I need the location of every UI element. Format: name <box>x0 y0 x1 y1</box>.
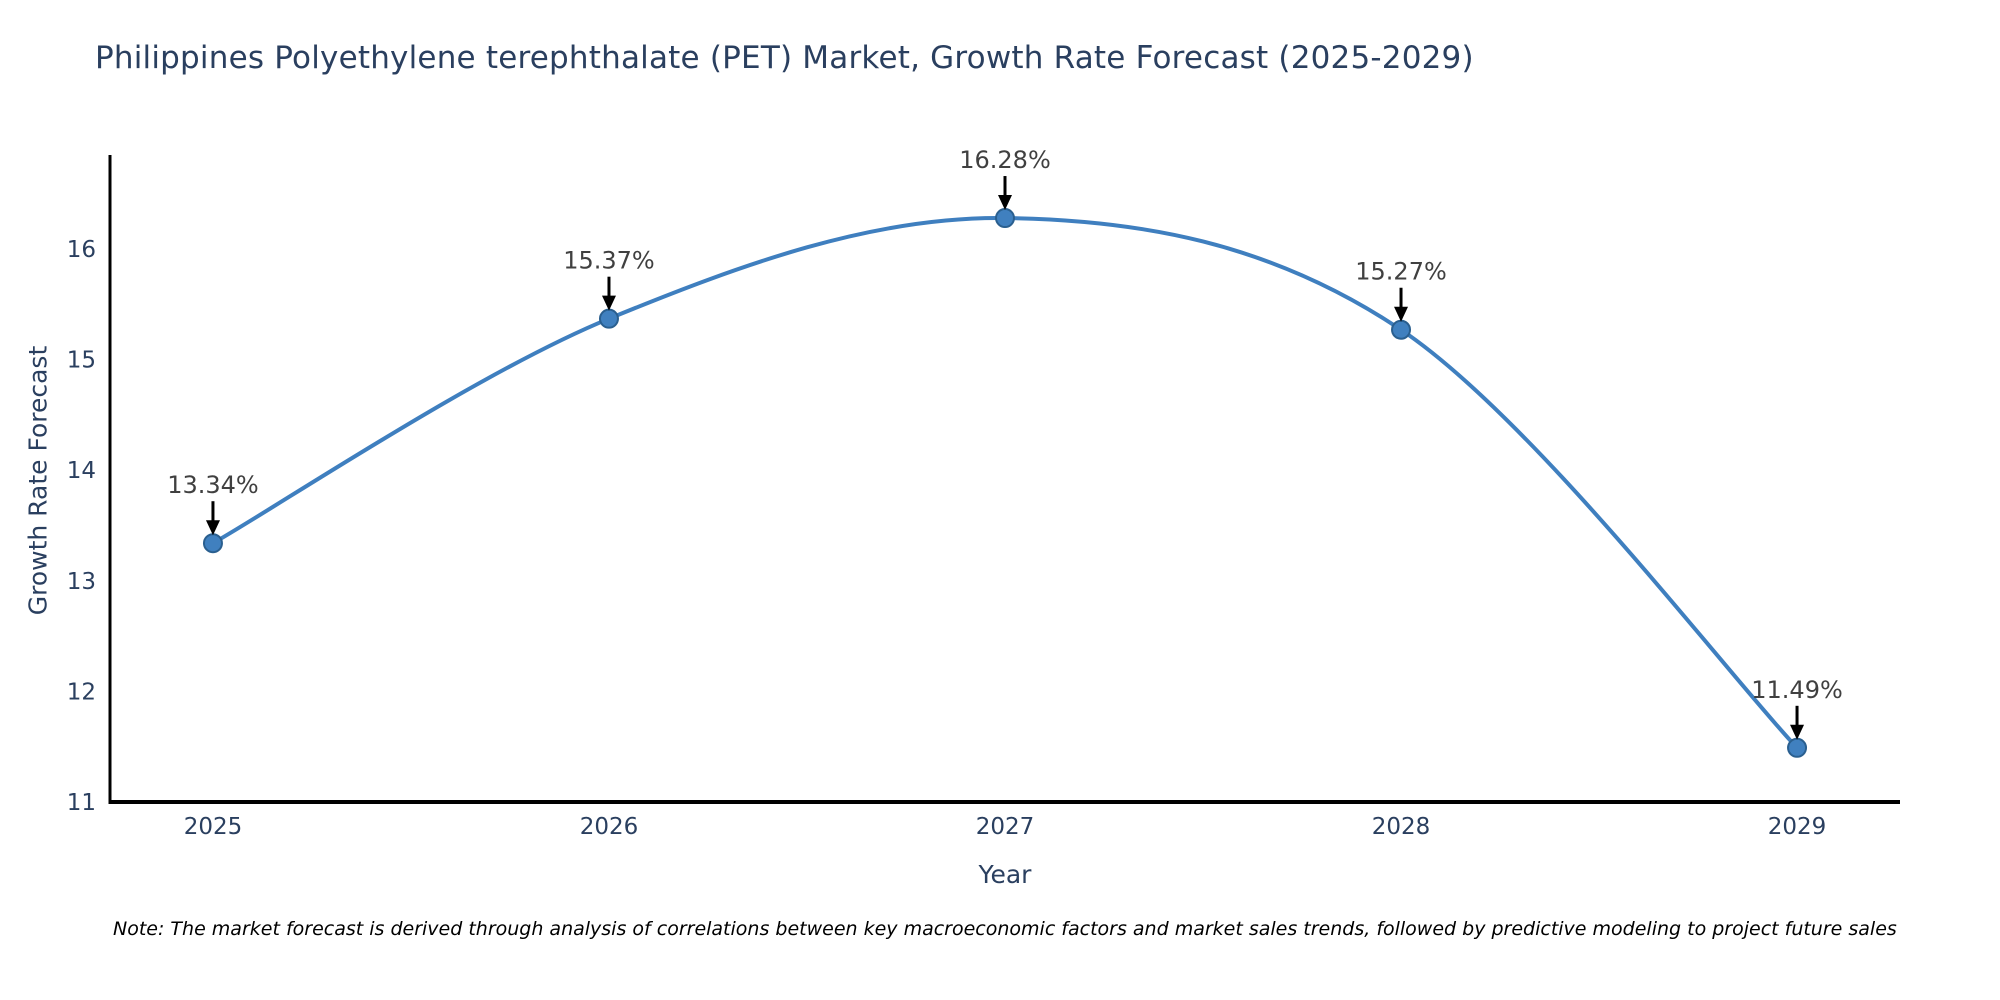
chart-title: Philippines Polyethylene terephthalate (… <box>95 40 1474 76</box>
data-point-label: 15.37% <box>563 247 655 275</box>
data-point-marker <box>598 308 619 329</box>
y-tick-label: 12 <box>67 679 96 705</box>
y-axis-title: Growth Rate Forecast <box>23 345 53 616</box>
x-tick-label: 2026 <box>580 814 639 840</box>
y-tick-label: 15 <box>67 348 96 374</box>
data-point-label: 16.28% <box>959 146 1051 174</box>
data-point-label: 15.27% <box>1355 258 1447 286</box>
annotation-arrow-head <box>205 520 220 536</box>
y-tick-label: 13 <box>67 569 96 595</box>
forecast-line <box>210 216 1800 750</box>
y-tick-label: 14 <box>67 458 96 484</box>
data-point-label: 11.49% <box>1751 676 1843 704</box>
annotation-arrow-head <box>601 295 616 311</box>
data-point-marker <box>1787 737 1808 758</box>
x-axis-title: Year <box>978 860 1032 889</box>
y-tick-label: 16 <box>67 237 96 263</box>
data-point-marker <box>202 533 223 554</box>
x-tick-label: 2027 <box>976 814 1035 840</box>
x-tick-label: 2025 <box>184 814 243 840</box>
data-point-marker <box>1391 319 1412 340</box>
annotation-arrow-head <box>998 195 1012 211</box>
x-tick-label: 2029 <box>1768 814 1827 840</box>
annotation-arrow-head <box>1790 724 1805 740</box>
data-point-label: 13.34% <box>167 471 259 499</box>
footnote: Note: The market forecast is derived thr… <box>113 918 1897 940</box>
annotation-arrow-head <box>1394 306 1409 322</box>
y-tick-label: 11 <box>67 790 96 816</box>
x-tick-label: 2028 <box>1372 814 1431 840</box>
data-point-marker <box>995 208 1015 229</box>
